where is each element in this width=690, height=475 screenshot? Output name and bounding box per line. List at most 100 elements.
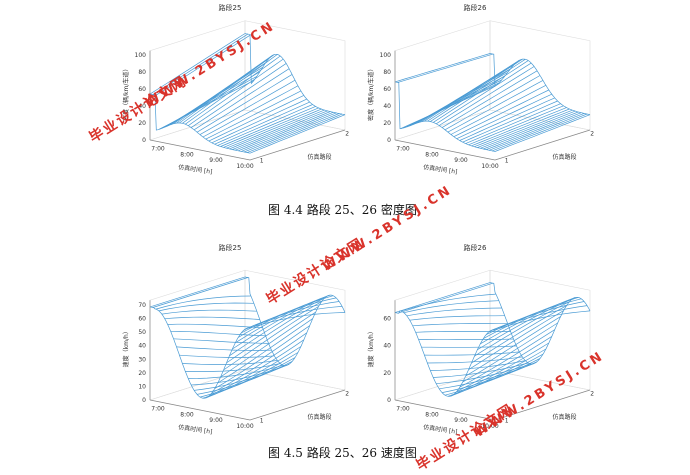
time-tick-label: 8:00 <box>180 411 194 418</box>
surface-slice <box>176 346 272 351</box>
speed-plot-26: 路段26 0 20 40 60 7:00 8:00 9:00 10:00 1 2 仿真时间 [h] 仿真… <box>367 243 594 436</box>
surface-slice <box>465 103 561 144</box>
axes <box>149 50 346 161</box>
z-tick-label: 100 <box>380 52 392 59</box>
surface-slice <box>155 34 252 96</box>
surface-slice <box>208 339 304 397</box>
z-tick-label: 60 <box>138 316 146 323</box>
surface-edge <box>244 276 346 366</box>
z-tick-label: 80 <box>138 69 146 76</box>
z-tick-label: 60 <box>383 86 391 93</box>
plot-title: 路段25 <box>219 243 242 252</box>
surface-slice <box>409 315 505 321</box>
z-tick-label: 100 <box>135 52 147 59</box>
z-tick-label: 40 <box>138 103 146 110</box>
surface-slice <box>208 95 304 142</box>
surface-slice <box>193 68 290 131</box>
z-tick-label: 40 <box>138 343 146 350</box>
segment-axis-label: 仿真路段 <box>307 153 331 161</box>
surface-slice <box>246 113 343 153</box>
surface-slice <box>433 362 529 378</box>
z-tick-label: 0 <box>387 137 391 144</box>
surface-slice <box>214 101 310 145</box>
surface-slice <box>205 90 302 140</box>
surface-slice <box>483 111 579 150</box>
surface-slice <box>217 104 313 146</box>
z-tick-label: 40 <box>383 103 391 110</box>
segment-tick-label: 1 <box>505 418 509 425</box>
surface-slice <box>459 329 555 388</box>
segment-tick-label: 1 <box>260 158 264 165</box>
z-tick-label: 80 <box>383 69 391 76</box>
segment-tick-label: 1 <box>260 418 264 425</box>
time-tick-label: 7:00 <box>151 146 165 153</box>
surface-edge <box>394 81 496 152</box>
time-tick-label: 7:00 <box>151 406 165 413</box>
time-tick-label: 9:00 <box>454 157 468 164</box>
z-tick-label: 60 <box>383 316 391 323</box>
surface-slice <box>447 80 544 133</box>
time-tick-label: 10:00 <box>481 163 498 170</box>
surface-slice <box>406 307 502 317</box>
time-tick-label: 8:00 <box>425 151 439 158</box>
time-tick-label: 10:00 <box>236 423 253 430</box>
surface-slice <box>424 351 520 356</box>
z-tick-label: 0 <box>142 397 146 404</box>
surface-slice <box>494 310 591 331</box>
axes <box>149 300 346 421</box>
time-axis-label: 仿真时间 [h] <box>423 423 458 436</box>
z-axis-label: 速度（km/h） <box>122 328 130 367</box>
z-tick-label: 60 <box>138 86 146 93</box>
time-tick-label: 9:00 <box>209 417 223 424</box>
surface <box>394 53 591 152</box>
surface-slice <box>465 316 561 377</box>
surface <box>149 276 346 399</box>
surface-slice <box>179 54 275 124</box>
surface-slice <box>199 79 296 135</box>
surface-slice <box>176 55 272 124</box>
segment-tick-label: 1 <box>505 158 509 165</box>
speed-plot-25: 路段25 0 10 20 30 40 50 60 70 7:00 8:00 9:00 10:00 1 2 仿真… <box>122 243 349 436</box>
z-tick-label: 70 <box>138 302 146 309</box>
z-tick-label: 10 <box>138 383 146 390</box>
surface-slice <box>149 276 246 308</box>
z-axis-label: 密度（辆/km/车道） <box>367 66 375 121</box>
surface-slice <box>170 330 266 337</box>
surface-slice <box>161 309 257 315</box>
segment-axis <box>494 389 591 421</box>
segment-axis-label: 仿真路段 <box>552 153 576 161</box>
surface-slice <box>433 60 529 123</box>
surface-slice <box>488 113 585 151</box>
segment-axis <box>249 389 346 421</box>
surface <box>394 282 591 397</box>
surface-slice <box>477 109 573 148</box>
surface-slice <box>421 345 517 348</box>
time-axis <box>149 399 251 421</box>
surface-slice <box>462 100 558 143</box>
surface-slice <box>471 305 567 364</box>
time-tick-label: 10:00 <box>481 423 498 430</box>
surface-slice <box>211 98 307 144</box>
time-axis <box>394 139 496 161</box>
density-plot-26: 路段26 0 20 40 60 80 100 7:00 8:00 9:00 10:00 1 2 仿真时间 … <box>367 3 594 176</box>
side-wall <box>394 20 491 141</box>
surface-edge <box>149 93 251 154</box>
surface-slice <box>427 356 523 364</box>
surface-slice <box>211 332 307 394</box>
surface-edge <box>394 310 496 397</box>
surface-edge <box>149 306 251 399</box>
figure-4-5-caption: 图 4.5 路段 25、26 速度图 <box>268 446 417 460</box>
surface-slice <box>442 361 538 393</box>
surface-slice <box>241 297 337 334</box>
density-plot-25: 路段25 0 20 40 60 80 100 7:00 8:00 9:00 10:00 1 2 仿真时间 … <box>122 3 349 176</box>
segment-tick-label: 2 <box>590 391 594 398</box>
z-tick-label: 30 <box>138 356 146 363</box>
surface-slice <box>223 306 319 371</box>
surface-slice <box>155 295 251 310</box>
surface-slice <box>202 85 299 138</box>
surface-slice <box>152 33 249 95</box>
surface-slice <box>249 114 346 154</box>
surface-slice <box>235 294 331 344</box>
surface-slice <box>185 55 281 125</box>
time-tick-label: 10:00 <box>236 163 253 170</box>
